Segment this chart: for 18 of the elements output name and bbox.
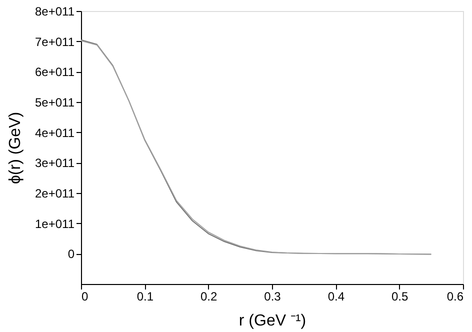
y-tick-label: 0 bbox=[68, 247, 75, 262]
y-tick-label: 5e+011 bbox=[35, 96, 75, 110]
x-tick-label: 0 bbox=[82, 290, 88, 304]
y-tick-label: 7e+011 bbox=[35, 34, 75, 49]
x-tick-label: 0.4 bbox=[328, 290, 345, 304]
y-tick-label: 2e+011 bbox=[35, 186, 75, 200]
x-tick-label: 0.1 bbox=[136, 290, 154, 304]
x-tick-label: 0.2 bbox=[200, 290, 218, 304]
y-tick-label: 3e+011 bbox=[35, 156, 75, 170]
y-tick-label: 4e+011 bbox=[35, 126, 75, 140]
y-axis-title: ϕ(r) (GeV) bbox=[7, 112, 24, 184]
y-tick-label: 6e+011 bbox=[35, 65, 75, 80]
x-tick-label: 0.5 bbox=[391, 290, 408, 304]
y-tick-label: 1e+011 bbox=[35, 216, 75, 231]
x-tick-label: 0.6 bbox=[446, 290, 464, 304]
x-tick-label: 0.3 bbox=[264, 290, 282, 304]
x-axis-title: r (GeV ⁻¹) bbox=[238, 312, 306, 330]
y-tick-label: 8e+011 bbox=[35, 4, 75, 18]
